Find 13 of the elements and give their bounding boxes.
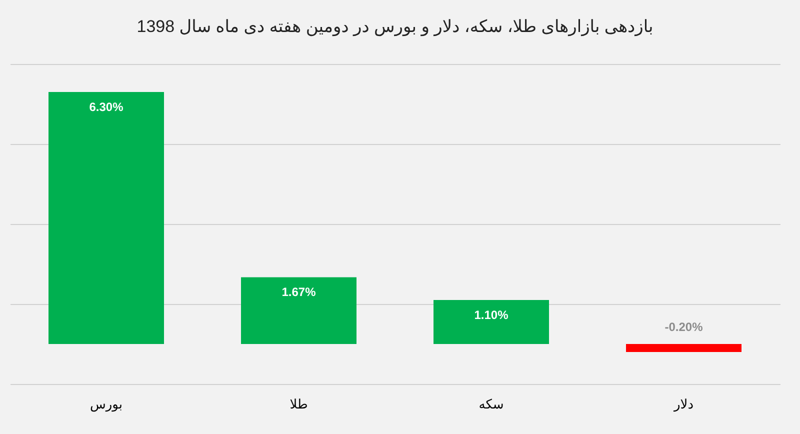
- bar: [241, 277, 356, 344]
- data-label: 6.30%: [89, 100, 124, 114]
- x-tick-label: طلا: [290, 396, 308, 412]
- x-tick-label: سکه: [478, 396, 504, 412]
- bar: [48, 92, 164, 344]
- data-label: 1.67%: [282, 285, 316, 300]
- bar: [434, 300, 549, 344]
- bar: [626, 344, 742, 352]
- x-tick-label: دلار: [673, 396, 694, 412]
- data-label: 1.10%: [474, 308, 509, 322]
- chart-title: بازدهی بازارهای طلا، سکه، دلار و بورس در دومین هفته دی ماه سال 1398: [136, 17, 654, 37]
- data-label: -0.20%: [664, 320, 704, 334]
- x-tick-label: بورس: [90, 396, 122, 412]
